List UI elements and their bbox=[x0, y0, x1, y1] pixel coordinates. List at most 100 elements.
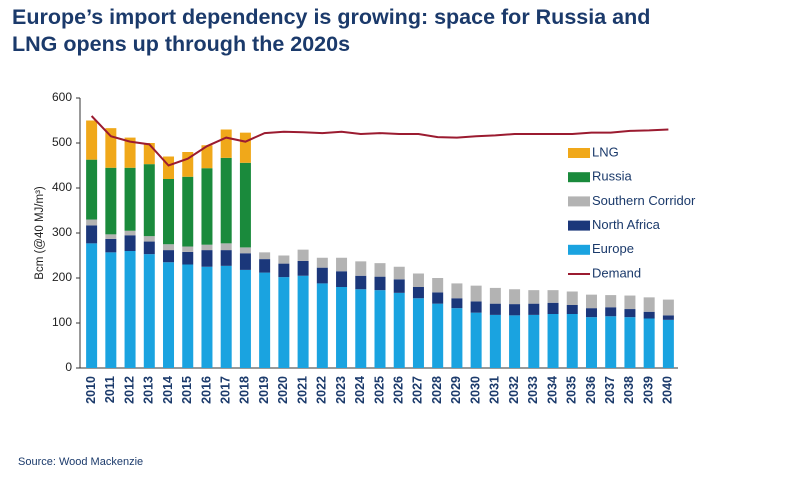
bar-segment bbox=[432, 278, 444, 293]
x-tick-label: 2021 bbox=[295, 376, 309, 404]
bar-segment bbox=[297, 249, 309, 261]
bar-segment bbox=[105, 252, 117, 368]
legend-label: Russia bbox=[592, 169, 633, 184]
bar-segment bbox=[220, 157, 232, 244]
x-tick-label: 2028 bbox=[430, 376, 444, 404]
bar-segment bbox=[605, 295, 617, 308]
demand-line bbox=[90, 115, 669, 167]
legend-swatch bbox=[568, 196, 590, 207]
bar-segment bbox=[278, 263, 290, 278]
x-tick-label: 2024 bbox=[353, 376, 367, 404]
legend-label: LNG bbox=[592, 144, 619, 159]
bar-segment bbox=[355, 289, 367, 368]
bar-segment bbox=[355, 275, 367, 290]
bar-segment bbox=[509, 315, 521, 368]
x-tick-label: 2031 bbox=[488, 376, 502, 404]
chart-title: Europe’s import dependency is growing: s… bbox=[12, 5, 651, 56]
bar-segment bbox=[143, 254, 155, 368]
bar-segment bbox=[451, 308, 463, 368]
legend-swatch bbox=[568, 220, 590, 231]
bar-segment bbox=[201, 266, 213, 368]
bar-segment bbox=[566, 305, 578, 314]
bar-segment bbox=[239, 132, 251, 163]
x-tick-label: 2016 bbox=[199, 376, 213, 404]
bar-segment bbox=[201, 168, 213, 245]
x-tick-label: 2013 bbox=[142, 376, 156, 404]
bar-segment bbox=[643, 311, 655, 319]
bar-segment bbox=[124, 137, 136, 168]
x-tick-label: 2040 bbox=[661, 376, 675, 404]
bar-segment bbox=[259, 252, 271, 260]
bar-segment bbox=[220, 265, 232, 368]
bar-segment bbox=[143, 164, 155, 237]
x-tick-label: 2036 bbox=[584, 376, 598, 404]
x-tick-label: 2019 bbox=[257, 376, 271, 404]
bar-segment bbox=[278, 277, 290, 368]
bar-segment bbox=[297, 275, 309, 368]
x-tick-label: 2037 bbox=[603, 376, 617, 404]
bar-segment bbox=[432, 303, 444, 368]
bar-segment bbox=[528, 290, 540, 304]
x-tick-label: 2029 bbox=[449, 376, 463, 404]
bar-segment bbox=[182, 176, 194, 247]
bar-segment bbox=[259, 272, 271, 368]
bar-segment bbox=[566, 291, 578, 305]
bar-segment bbox=[124, 251, 136, 368]
x-tick-label: 2017 bbox=[218, 376, 232, 404]
bar-segment bbox=[163, 262, 175, 368]
bar-segment bbox=[124, 167, 136, 231]
bar-segment bbox=[278, 255, 290, 264]
bar-segment bbox=[662, 315, 674, 320]
y-tick-label: 100 bbox=[52, 315, 72, 329]
x-tick-label: 2026 bbox=[392, 376, 406, 404]
bar-segment bbox=[643, 318, 655, 368]
bar-segment bbox=[220, 129, 232, 158]
y-tick-label: 300 bbox=[52, 225, 72, 239]
bar-segment bbox=[220, 250, 232, 266]
bar-segment bbox=[163, 244, 175, 251]
x-tick-label: 2035 bbox=[565, 376, 579, 404]
bar-segment bbox=[220, 243, 232, 251]
bar-segment bbox=[86, 159, 98, 220]
legend-swatch bbox=[568, 244, 590, 255]
bar-segment bbox=[547, 290, 559, 303]
x-tick-label: 2010 bbox=[84, 376, 98, 404]
bar-segment bbox=[605, 307, 617, 317]
bar-segment bbox=[105, 234, 117, 239]
x-tick-label: 2027 bbox=[411, 376, 425, 404]
bar-segment bbox=[470, 285, 482, 302]
y-tick-label: 400 bbox=[52, 180, 72, 194]
bar-segment bbox=[143, 241, 155, 255]
bar-segment bbox=[393, 279, 405, 293]
bar-segment bbox=[585, 308, 597, 318]
bar-segment bbox=[86, 219, 98, 226]
bar-segment bbox=[355, 261, 367, 276]
x-tick-label: 2030 bbox=[468, 376, 482, 404]
bar-segment bbox=[528, 314, 540, 368]
bar-segment bbox=[509, 304, 521, 316]
bar-segment bbox=[374, 276, 386, 291]
bar-segment bbox=[105, 128, 117, 168]
bar-segment bbox=[662, 319, 674, 368]
legend-label: Southern Corridor bbox=[592, 193, 696, 208]
bar-segment bbox=[643, 297, 655, 312]
bar-segment bbox=[124, 230, 136, 236]
x-tick-label: 2018 bbox=[238, 376, 252, 404]
bar-segment bbox=[489, 314, 501, 368]
bar-segment bbox=[624, 295, 636, 310]
bar-segment bbox=[412, 298, 424, 368]
bar-segment bbox=[143, 143, 155, 165]
bar-segment bbox=[259, 259, 271, 273]
bar-segment bbox=[86, 243, 98, 368]
x-tick-label: 2014 bbox=[161, 376, 175, 404]
bar-segment bbox=[547, 302, 559, 314]
bar-segment bbox=[547, 314, 559, 368]
bar-segment bbox=[412, 273, 424, 287]
bar-segment bbox=[163, 179, 175, 245]
bar-segment bbox=[605, 316, 617, 368]
bar-segment bbox=[182, 251, 194, 265]
bar-segment bbox=[585, 317, 597, 368]
bar-segment bbox=[393, 266, 405, 280]
bar-segment bbox=[182, 152, 194, 177]
bar-segment bbox=[86, 120, 98, 160]
